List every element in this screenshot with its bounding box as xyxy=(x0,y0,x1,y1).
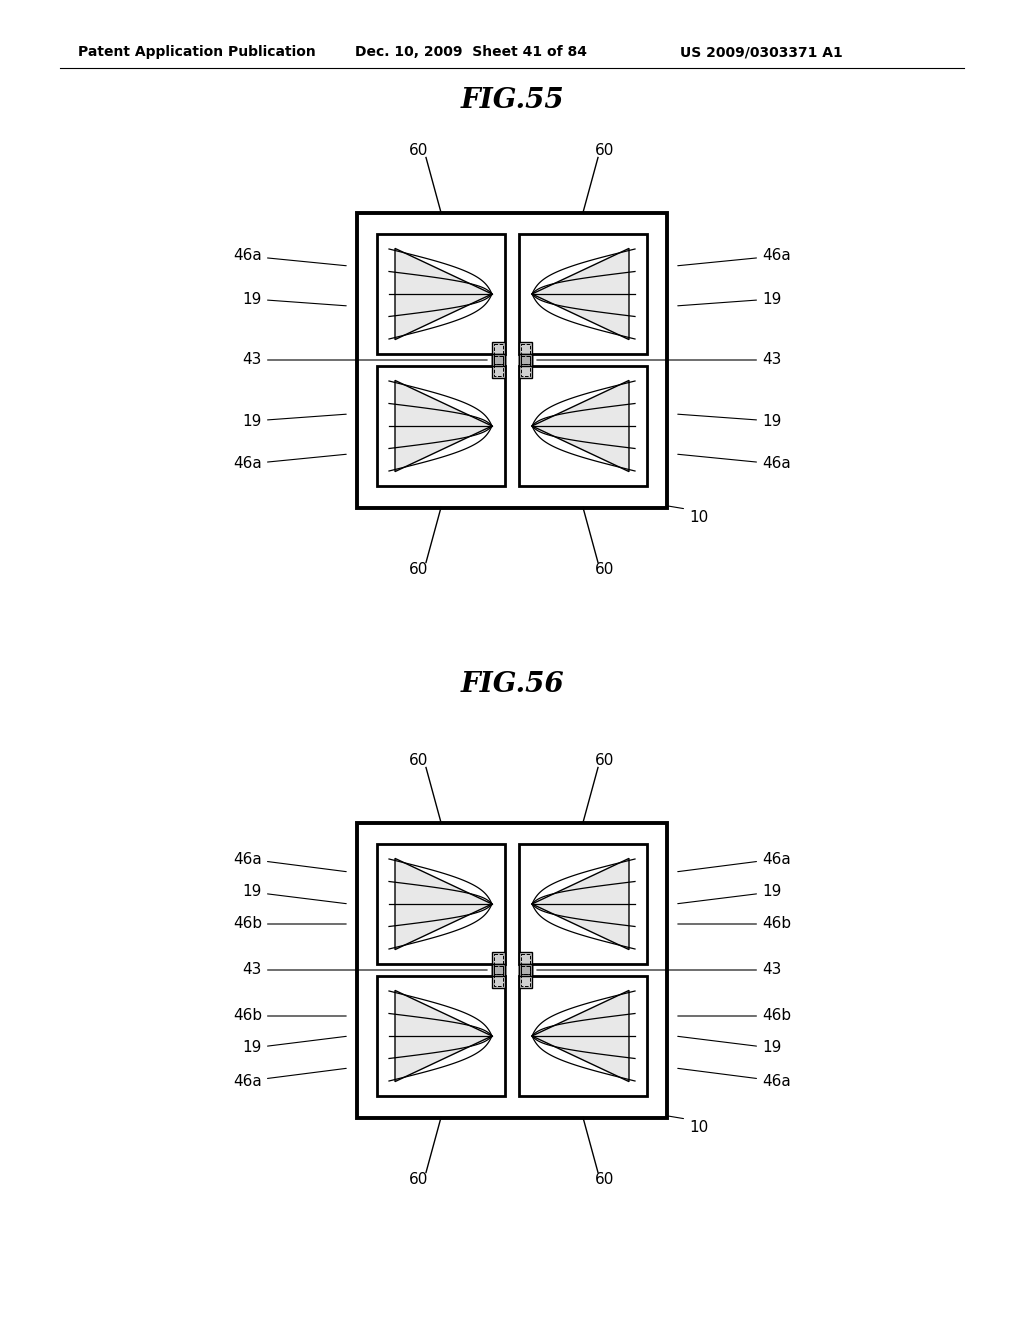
Text: 43: 43 xyxy=(243,352,487,367)
Text: Dec. 10, 2009  Sheet 41 of 84: Dec. 10, 2009 Sheet 41 of 84 xyxy=(355,45,587,59)
Bar xyxy=(494,966,503,986)
Text: 46a: 46a xyxy=(233,1068,346,1089)
Text: 60: 60 xyxy=(410,143,429,158)
Polygon shape xyxy=(532,990,629,1081)
Text: 46b: 46b xyxy=(232,1008,346,1023)
Text: 46b: 46b xyxy=(678,1008,792,1023)
Bar xyxy=(519,964,532,987)
Text: US 2009/0303371 A1: US 2009/0303371 A1 xyxy=(680,45,843,59)
Text: 60: 60 xyxy=(410,1172,429,1187)
Bar xyxy=(377,234,505,354)
Bar xyxy=(492,354,505,378)
Text: 10: 10 xyxy=(668,506,709,524)
Bar xyxy=(519,964,532,975)
Polygon shape xyxy=(532,858,629,949)
Bar xyxy=(521,356,530,364)
Text: 46b: 46b xyxy=(232,916,346,932)
Polygon shape xyxy=(395,380,492,471)
Bar xyxy=(521,356,530,376)
Text: 60: 60 xyxy=(410,562,429,577)
Text: 46a: 46a xyxy=(678,851,791,871)
Text: 46a: 46a xyxy=(233,851,346,871)
Text: 19: 19 xyxy=(678,1036,781,1056)
Text: 19: 19 xyxy=(243,884,346,904)
Text: 60: 60 xyxy=(595,562,614,577)
Text: 46a: 46a xyxy=(678,454,791,471)
Bar xyxy=(519,354,532,378)
Text: 19: 19 xyxy=(678,884,781,904)
Bar xyxy=(519,354,532,366)
Bar xyxy=(377,843,505,964)
Polygon shape xyxy=(395,858,492,949)
Bar xyxy=(494,966,503,974)
Bar xyxy=(519,952,532,975)
Text: 60: 60 xyxy=(595,1172,614,1187)
Text: 19: 19 xyxy=(243,292,346,306)
Bar xyxy=(519,975,647,1096)
Bar xyxy=(521,954,530,974)
Bar xyxy=(492,964,505,987)
Bar xyxy=(492,342,505,366)
Text: 60: 60 xyxy=(595,143,614,158)
Polygon shape xyxy=(395,990,492,1081)
Text: 43: 43 xyxy=(537,962,781,978)
Text: 46a: 46a xyxy=(678,248,791,265)
Bar xyxy=(357,213,667,507)
Bar xyxy=(519,843,647,964)
Text: 19: 19 xyxy=(678,292,781,306)
Bar xyxy=(357,822,667,1118)
Bar xyxy=(521,966,530,974)
Bar xyxy=(377,975,505,1096)
Polygon shape xyxy=(532,380,629,471)
Bar xyxy=(494,345,503,364)
Text: 19: 19 xyxy=(243,1036,346,1056)
Text: 19: 19 xyxy=(243,413,346,429)
Text: 19: 19 xyxy=(678,413,781,429)
Bar xyxy=(521,966,530,986)
Polygon shape xyxy=(395,248,492,339)
Text: FIG.56: FIG.56 xyxy=(460,672,564,698)
Text: FIG.55: FIG.55 xyxy=(460,87,564,114)
Bar xyxy=(494,356,503,364)
Bar xyxy=(519,342,532,366)
Bar xyxy=(492,964,505,975)
Text: 46a: 46a xyxy=(233,248,346,265)
Bar xyxy=(492,354,505,366)
Text: 43: 43 xyxy=(243,962,487,978)
Text: 46a: 46a xyxy=(233,454,346,471)
Text: 60: 60 xyxy=(410,752,429,768)
Bar xyxy=(519,366,647,486)
Bar xyxy=(519,234,647,354)
Text: 60: 60 xyxy=(595,752,614,768)
Bar xyxy=(377,366,505,486)
Bar xyxy=(494,954,503,974)
Polygon shape xyxy=(532,248,629,339)
Text: 46a: 46a xyxy=(678,1068,791,1089)
Text: 10: 10 xyxy=(668,1115,709,1134)
Bar xyxy=(521,345,530,364)
Text: 43: 43 xyxy=(537,352,781,367)
Bar xyxy=(494,356,503,376)
Bar xyxy=(492,952,505,975)
Text: 46b: 46b xyxy=(678,916,792,932)
Text: Patent Application Publication: Patent Application Publication xyxy=(78,45,315,59)
